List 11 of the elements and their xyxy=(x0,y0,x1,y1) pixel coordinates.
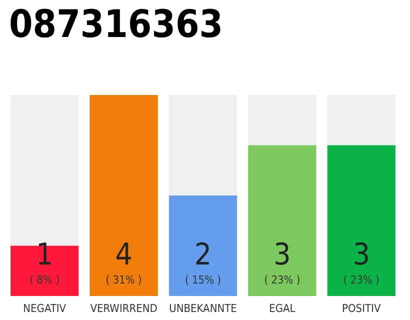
data-label: 2 ( 15% ) xyxy=(184,238,222,286)
chart-title: 087316363 xyxy=(9,2,224,46)
x-tick-label: VERWIRREND xyxy=(90,302,158,315)
x-tick-label: POSITIV xyxy=(342,302,381,315)
data-label: 4 ( 31% ) xyxy=(106,238,142,286)
data-label: 1 ( 8% ) xyxy=(30,238,60,286)
data-label: 3 ( 23% ) xyxy=(264,238,300,286)
x-tick-label: NEGATIV xyxy=(23,302,66,315)
x-tick-label: EGAL xyxy=(269,302,296,315)
x-tick-label: UNBEKANNTE xyxy=(169,302,237,315)
data-label: 3 ( 23% ) xyxy=(343,238,380,286)
